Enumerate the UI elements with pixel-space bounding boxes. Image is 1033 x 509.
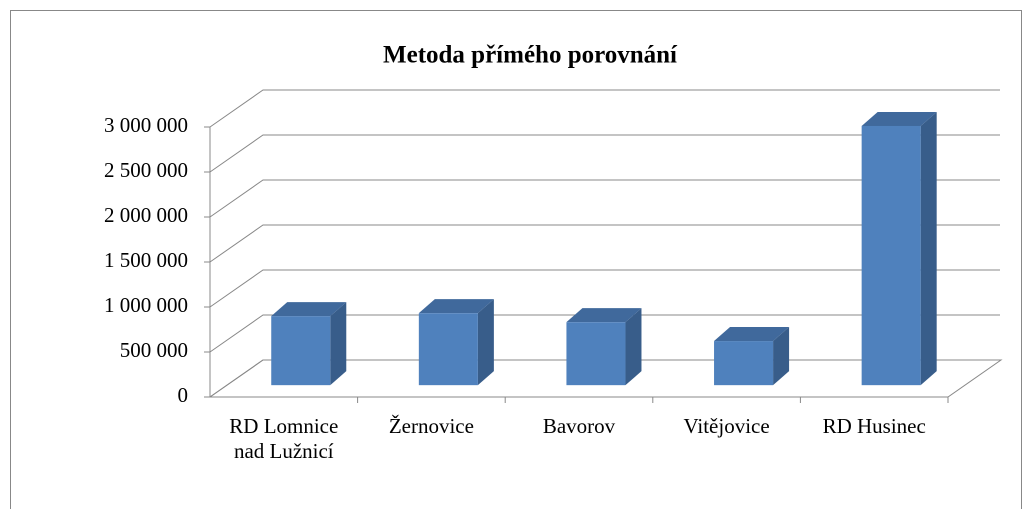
chart-title: Metoda přímého porovnání (383, 42, 678, 69)
y-tick-label: 1 000 000 (104, 293, 188, 317)
x-tick-label: Vitějovice (683, 414, 770, 438)
bar-side (330, 302, 347, 386)
bar-side (477, 299, 494, 386)
grid-line (209, 179, 1000, 218)
bar (418, 299, 494, 386)
bar (271, 302, 347, 386)
bar (566, 308, 642, 386)
grid-line (209, 134, 1000, 173)
bar-top (861, 111, 937, 126)
grid-line (209, 224, 1000, 263)
bar-front (418, 313, 478, 386)
bar-front (714, 341, 774, 386)
grid-line (209, 269, 1000, 308)
bar-top (271, 302, 347, 317)
bar (714, 327, 790, 386)
y-tick-label: 1 500 000 (104, 248, 188, 272)
y-tick-label: 2 000 000 (104, 203, 188, 227)
bar-top (418, 299, 494, 314)
y-tick-label: 500 000 (120, 338, 188, 362)
bar-top (566, 308, 642, 323)
grid-line (209, 314, 1000, 353)
bar-front (861, 125, 921, 386)
bar-front (566, 322, 626, 386)
x-tick-label: Bavorov (542, 414, 616, 438)
bar-top (714, 327, 790, 342)
x-tick-label: RD Lomnice nad Lužnicí (229, 414, 339, 463)
bar-side (920, 111, 937, 386)
chart-border (10, 10, 1022, 509)
bar-front (271, 316, 331, 386)
y-tick-label: 3 000 000 (104, 113, 188, 137)
x-tick-label: Žernovice (388, 414, 474, 438)
grid-line (209, 89, 1000, 128)
bar-side (773, 327, 790, 386)
bar-side (625, 308, 642, 386)
bar (861, 111, 937, 386)
y-tick-label: 2 500 000 (104, 158, 188, 182)
y-tick-label: 0 (178, 383, 189, 407)
x-tick-label: RD Husinec (822, 414, 926, 438)
